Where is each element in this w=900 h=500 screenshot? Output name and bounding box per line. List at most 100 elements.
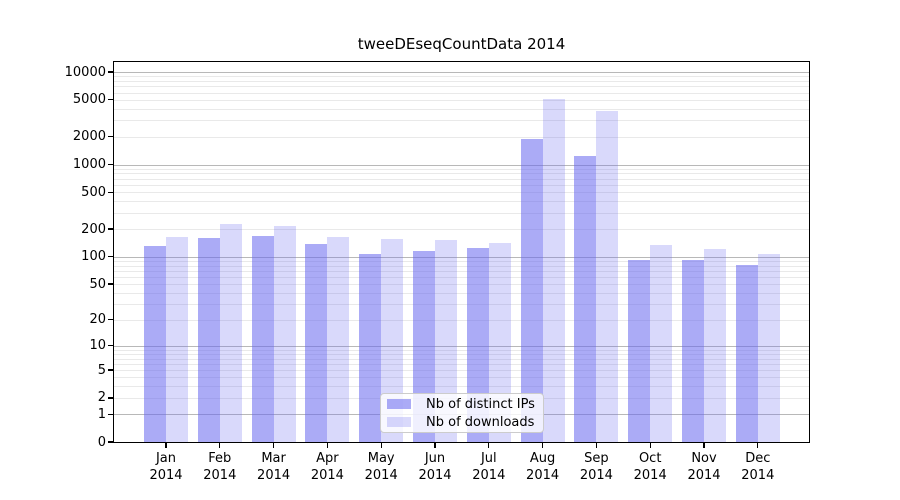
minor-gridline [114, 212, 809, 214]
minor-gridline [114, 304, 809, 305]
bar-downloads [704, 249, 726, 444]
x-axis-label-line: 2014 [579, 468, 613, 483]
bar-downloads [435, 239, 457, 444]
x-axis-tick-mark [649, 443, 651, 449]
x-axis-label-line: 2014 [257, 468, 291, 483]
minor-gridline [114, 173, 809, 175]
x-axis-tick-mark [326, 443, 329, 449]
legend-swatch-downloads [387, 417, 411, 427]
y-axis-tick-mark [108, 99, 113, 101]
minor-gridline [114, 270, 809, 272]
y-axis-tick-label: 20 [89, 312, 106, 328]
y-axis-tick-mark [108, 228, 113, 230]
y-axis-tick-label: 2000 [72, 129, 106, 145]
x-axis-month-label: Oct 2014 [618, 450, 682, 484]
x-axis-label-line: Oct [638, 451, 662, 466]
legend-label-downloads: Nb of downloads [426, 414, 535, 430]
bar-downloads [650, 244, 673, 444]
bar-downloads [757, 254, 780, 444]
x-axis-label-line: 2014 [633, 468, 667, 483]
bar-downloads [273, 226, 296, 444]
legend-label-distinct-ips: Nb of distinct IPs [426, 396, 535, 412]
y-axis-tick-label: 1 [97, 406, 106, 422]
x-axis-tick-mark [703, 443, 705, 449]
y-axis-tick-mark [108, 191, 113, 193]
x-axis-month-label: Nov 2014 [672, 450, 736, 484]
x-axis-label-line: 2014 [526, 468, 560, 483]
bar-distinct-ips [735, 264, 758, 444]
x-axis-month-label: May 2014 [349, 450, 413, 484]
minor-gridline [114, 185, 809, 186]
y-axis-tick-mark [108, 71, 113, 73]
y-axis-tick-mark [108, 413, 113, 415]
minor-gridline [114, 229, 809, 230]
minor-gridline [114, 192, 809, 194]
minor-gridline [114, 363, 809, 365]
x-axis-month-label: Jun 2014 [403, 450, 467, 484]
bar-downloads [327, 237, 350, 444]
y-axis-tick-label: 200 [81, 221, 106, 237]
minor-gridline [114, 76, 809, 78]
bar-distinct-ips [520, 138, 543, 444]
legend: Nb of distinct IPs Nb of downloads [380, 393, 544, 433]
x-axis-label-line: 2014 [741, 468, 775, 483]
minor-gridline [114, 86, 809, 88]
x-axis-month-label: Feb 2014 [188, 450, 252, 484]
x-axis-label-line: 2014 [149, 468, 183, 483]
x-axis-label-line: Jan [155, 451, 177, 466]
x-axis-label-line: 2014 [472, 468, 506, 483]
x-axis-tick-mark [541, 443, 544, 449]
minor-gridline [114, 168, 809, 170]
major-gridline [114, 256, 809, 258]
x-axis-month-label: Aug 2014 [511, 450, 575, 484]
bar-downloads [381, 238, 404, 444]
x-axis-label-line: May [367, 451, 395, 466]
major-gridline [114, 72, 809, 73]
x-axis-month-label: Jul 2014 [457, 450, 521, 484]
x-axis-tick-mark [434, 443, 436, 449]
minor-gridline [114, 284, 809, 285]
bar-downloads [596, 111, 619, 444]
minor-gridline [114, 386, 809, 388]
x-axis-label-line: 2014 [310, 468, 344, 483]
y-axis-tick-mark [108, 319, 113, 321]
minor-gridline [114, 260, 809, 262]
y-axis-tick-label: 2 [97, 390, 106, 406]
x-axis-label-line: Feb [208, 451, 232, 466]
x-axis-label-line: Jun [424, 451, 446, 466]
y-axis-tick-mark [108, 441, 113, 443]
x-axis-label-line: 2014 [364, 468, 398, 483]
minor-gridline [114, 99, 809, 101]
y-axis-tick-label: 5 [97, 362, 106, 378]
minor-gridline [114, 178, 809, 180]
minor-gridline [114, 120, 809, 122]
bar-distinct-ips [251, 235, 274, 444]
y-axis-tick-label: 10000 [64, 64, 106, 80]
x-axis-tick-mark [757, 443, 759, 449]
bar-distinct-ips [359, 253, 382, 444]
bar-downloads [219, 224, 242, 444]
minor-gridline [114, 136, 809, 138]
bar-distinct-ips [628, 259, 651, 444]
minor-gridline [114, 377, 809, 379]
y-axis-tick-label: 100 [81, 249, 106, 265]
minor-gridline [114, 353, 809, 355]
minor-gridline [114, 81, 809, 82]
y-axis-tick-mark [108, 345, 113, 347]
x-axis-label-line: 2014 [418, 468, 452, 483]
x-axis-label-line: 2014 [203, 468, 237, 483]
x-axis-label-line: Sep [584, 451, 609, 466]
x-axis-label-line: Nov [691, 451, 717, 466]
x-axis-label-line: Jul [480, 451, 497, 466]
minor-gridline [114, 201, 809, 203]
x-axis-tick-mark [380, 443, 382, 449]
bar-distinct-ips [682, 259, 704, 444]
bar-distinct-ips [574, 155, 597, 444]
x-axis-month-label: Apr 2014 [295, 450, 359, 484]
x-axis-month-label: Dec 2014 [726, 450, 790, 484]
major-gridline [114, 345, 809, 347]
minor-gridline [114, 276, 809, 278]
y-axis-tick-label: 1000 [72, 157, 106, 172]
y-axis-tick-label: 10 [89, 338, 106, 354]
y-axis-tick-mark [108, 283, 113, 285]
